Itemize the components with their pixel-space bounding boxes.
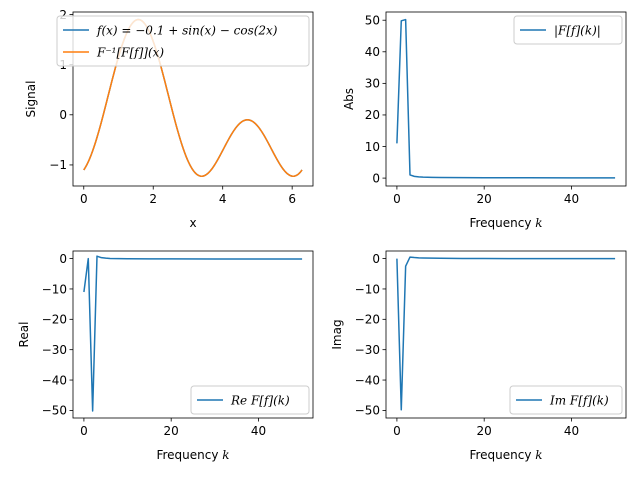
y-tick-label: −10 <box>355 282 380 296</box>
y-axis-label: Imag <box>330 319 344 349</box>
y-tick-label: 0 <box>59 252 67 266</box>
y-tick-label: −40 <box>355 373 380 387</box>
x-axis-label: Frequency k <box>156 448 229 462</box>
y-tick-label: 20 <box>365 108 380 122</box>
y-tick-label: −50 <box>355 404 380 418</box>
legend-label: f(x) = −0.1 + sin(x) − cos(2x) <box>96 24 278 38</box>
y-tick-label: 30 <box>365 77 380 91</box>
legend: Im F[f](k) <box>510 386 622 414</box>
x-axis-label: x <box>189 216 196 230</box>
legend: Re F[f](k) <box>191 386 309 414</box>
y-tick-label: 40 <box>365 45 380 59</box>
y-tick-label: 50 <box>365 14 380 28</box>
y-tick-label: −20 <box>355 313 380 327</box>
legend-label: F⁻¹[F[f]](x) <box>96 46 164 60</box>
y-tick-label: −50 <box>42 404 67 418</box>
x-tick-label: 40 <box>251 424 266 438</box>
y-tick-label: −30 <box>355 343 380 357</box>
y-tick-label: 10 <box>365 140 380 154</box>
x-axis-label: Frequency k <box>469 216 542 230</box>
y-axis-label: Signal <box>24 81 38 118</box>
x-tick-label: 20 <box>164 424 179 438</box>
legend-label: Im F[f](k) <box>549 394 609 408</box>
x-tick-label: 2 <box>149 192 157 206</box>
x-tick-label: 6 <box>288 192 296 206</box>
x-tick-label: 4 <box>219 192 227 206</box>
x-tick-label: 0 <box>393 192 401 206</box>
y-axis-label: Abs <box>342 88 356 110</box>
y-tick-label: −30 <box>42 343 67 357</box>
y-tick-label: 0 <box>372 252 380 266</box>
x-tick-label: 0 <box>80 424 88 438</box>
legend: f(x) = −0.1 + sin(x) − cos(2x) F⁻¹[F[f]](… <box>57 16 309 66</box>
y-tick-label: 0 <box>59 108 67 122</box>
y-tick-label: 0 <box>372 171 380 185</box>
x-tick-label: 0 <box>80 192 88 206</box>
x-axis-label: Frequency k <box>469 448 542 462</box>
x-tick-label: 20 <box>477 424 492 438</box>
legend-label: |F[f](k)| <box>554 24 601 38</box>
y-tick-label: −40 <box>42 373 67 387</box>
x-tick-label: 40 <box>564 192 579 206</box>
legend-label: Re F[f](k) <box>230 394 290 408</box>
y-tick-label: −1 <box>49 158 67 172</box>
y-tick-label: −20 <box>42 313 67 327</box>
x-tick-label: 40 <box>564 424 579 438</box>
y-tick-label: −10 <box>42 282 67 296</box>
legend: |F[f](k)| <box>514 16 622 44</box>
x-tick-label: 0 <box>393 424 401 438</box>
x-tick-label: 20 <box>477 192 492 206</box>
y-axis-label: Real <box>17 322 31 348</box>
